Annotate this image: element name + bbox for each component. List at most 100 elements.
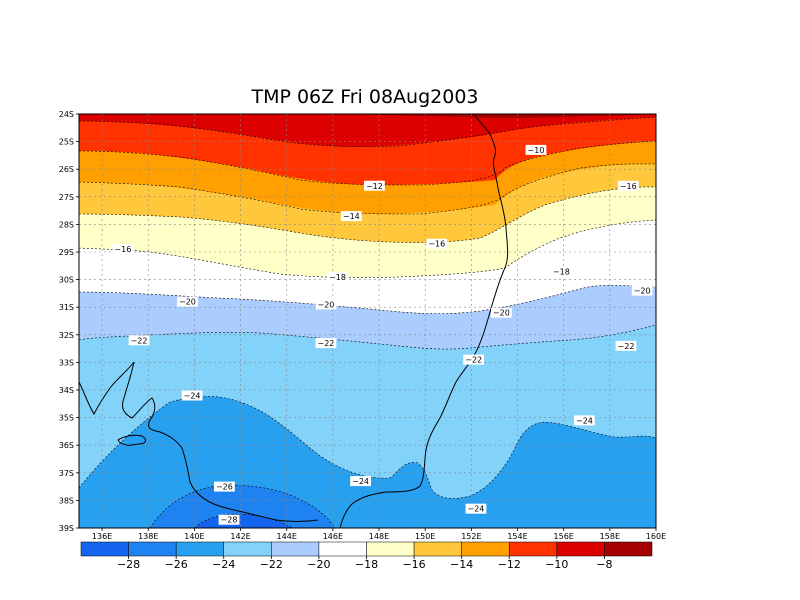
- contour-label-bg: [218, 514, 240, 525]
- contour-label-bg: [631, 285, 653, 296]
- contour-label-text: −20: [634, 287, 651, 296]
- contour-label: −16: [112, 244, 134, 255]
- lon-tick-label: 150E: [415, 532, 435, 541]
- contour-label-bg: [617, 180, 639, 191]
- colorbar-swatch: [461, 541, 510, 557]
- lat-tick-label: 28S: [59, 220, 74, 229]
- contour-label-bg: [574, 415, 595, 426]
- contour-label-text: −10: [528, 146, 545, 155]
- colorbar-label: −18: [355, 558, 378, 571]
- contour-label: −20: [315, 299, 337, 310]
- contour-label-bg: [327, 271, 348, 282]
- contour-label-text: −22: [465, 356, 482, 365]
- coastline: [79, 114, 509, 528]
- colorbar-label: −26: [165, 558, 188, 571]
- lat-tick-label: 37S: [59, 469, 74, 478]
- colorbar-swatch: [175, 541, 225, 557]
- lat-tick-label: 30S: [59, 276, 74, 285]
- colorbar-label: −10: [545, 558, 568, 571]
- contour-label-text: −22: [131, 336, 148, 345]
- contour-label-text: −18: [329, 273, 346, 282]
- colorbar-swatch: [80, 541, 129, 557]
- lat-tick-label: 25S: [59, 138, 74, 147]
- lat-tick-label: 32S: [59, 331, 74, 340]
- lon-tick-label: 154E: [507, 532, 527, 541]
- band-minus-26-to-minus-28: [150, 485, 335, 528]
- colorbar-label: −24: [212, 558, 235, 571]
- colorbar-swatch: [318, 541, 367, 557]
- lat-tick-label: 38S: [59, 496, 74, 505]
- contour-label: −20: [631, 285, 653, 296]
- lat-tick-label: 29S: [59, 248, 74, 257]
- contour-label-bg: [128, 335, 150, 346]
- contour-label: −22: [463, 354, 485, 365]
- contour-label-text: −12: [366, 182, 383, 191]
- contour-label-text: −28: [221, 516, 238, 525]
- contour-label: −20: [490, 307, 512, 318]
- contour-label-bg: [364, 180, 385, 191]
- band-minus-10-to-minus-8: [79, 114, 656, 147]
- latitude-ticks: 24S 25S 26S 27S 28S 29S 30S 31S 32S 33S 34S 35S 36S 3…: [59, 110, 79, 533]
- longitude-ticks: 136E 138E 140E 142E 144E 146E 148E 150E 152E 154E…: [92, 528, 666, 541]
- map-title: TMP 06Z Fri 08Aug2003: [250, 86, 478, 108]
- contour-lines: [79, 116, 656, 528]
- colorbar: −28 −26 −24 −22 −20 −18 −16 −14 −12 −10 −8: [80, 541, 653, 571]
- coastline-sa-gulfs: [79, 361, 319, 522]
- band-minus-8-to-minus-6: [79, 114, 656, 118]
- lon-tick-label: 158E: [600, 532, 620, 541]
- kangaroo-island: [117, 434, 146, 446]
- contour-label-text: −18: [553, 267, 570, 276]
- lon-tick-label: 142E: [230, 532, 250, 541]
- lon-tick-label: 144E: [277, 532, 297, 541]
- contour-label: −24: [181, 390, 203, 401]
- lon-tick-label: 156E: [554, 532, 574, 541]
- contour-label-text: −22: [618, 342, 635, 351]
- colorbar-label: −22: [260, 558, 283, 571]
- contour-label-bg: [315, 338, 337, 349]
- contour-label: −24: [465, 503, 487, 514]
- lat-tick-label: 27S: [59, 193, 74, 202]
- colorbar-swatch: [604, 541, 653, 557]
- colorbar-swatch: [366, 541, 415, 557]
- contour-label-text: −16: [620, 182, 637, 191]
- contour-label-text: −20: [318, 300, 335, 309]
- contour-label-bg: [177, 296, 198, 307]
- contour-label-text: −16: [428, 240, 445, 249]
- contour-label-bg: [525, 144, 547, 155]
- lat-tick-label: 26S: [59, 165, 74, 174]
- contour-label: −24: [350, 476, 371, 487]
- contour-label-bg: [181, 390, 203, 401]
- contour-label-bg: [490, 307, 512, 318]
- contour-label: −24: [574, 415, 595, 426]
- colorbar-label: −28: [117, 558, 140, 571]
- colorbar-swatch: [223, 541, 272, 557]
- contour-label-text: −24: [352, 477, 369, 486]
- contour-label: −22: [315, 338, 337, 349]
- lon-tick-label: 146E: [323, 532, 343, 541]
- contour-labels: −10 −12 −16 −14 −16 −16 −18 −18 −20 −20 −20 −20 −22 −…: [112, 144, 653, 525]
- contour-label-bg: [615, 340, 637, 351]
- contour-label: −18: [327, 271, 348, 282]
- contour-label: −16: [617, 180, 639, 191]
- lon-tick-label: 138E: [138, 532, 158, 541]
- colorbar-swatch: [556, 541, 605, 557]
- contour-label-bg: [426, 238, 448, 249]
- contour-label-text: −24: [184, 392, 201, 401]
- colorbar-swatch: [509, 541, 558, 557]
- lat-tick-label: 24S: [59, 110, 74, 119]
- contour-label-text: −16: [114, 245, 131, 254]
- contour-label-bg: [315, 299, 337, 310]
- colorbar-label: −14: [450, 558, 473, 571]
- contour-label-text: −22: [318, 339, 335, 348]
- contour-label-text: −24: [468, 505, 485, 514]
- colorbar-swatch: [271, 541, 320, 557]
- contour-label-bg: [214, 481, 235, 492]
- contour-label-bg: [550, 266, 572, 277]
- colorbar-label: −16: [402, 558, 425, 571]
- contour-label: −26: [214, 481, 235, 492]
- temperature-fill: [79, 114, 656, 528]
- contour-label: −20: [177, 296, 198, 307]
- lon-tick-label: 140E: [184, 532, 204, 541]
- lat-tick-label: 35S: [59, 414, 74, 423]
- lon-tick-label: 152E: [461, 532, 481, 541]
